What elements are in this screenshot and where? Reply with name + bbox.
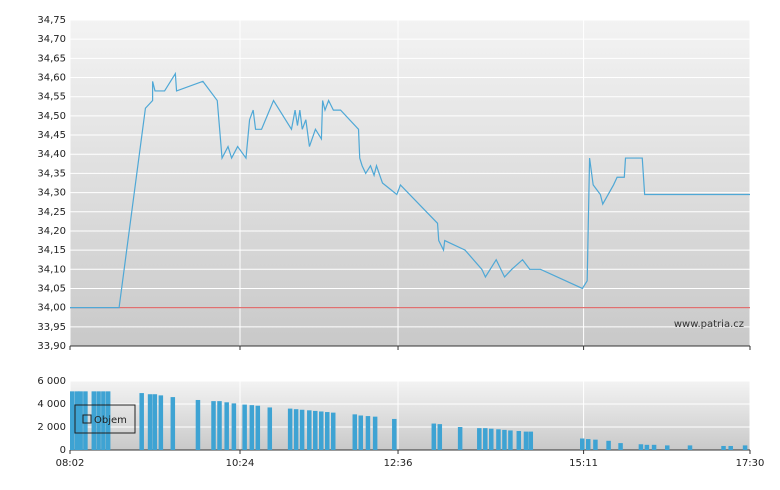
volume-bar — [307, 410, 312, 450]
watermark: www.patria.cz — [674, 319, 744, 330]
volume-bar — [293, 409, 299, 450]
volume-bar — [70, 391, 75, 450]
volume-bar — [313, 410, 318, 450]
volume-bar — [365, 416, 371, 450]
volume-bar — [319, 411, 324, 450]
volume-bar — [606, 440, 611, 450]
volume-bar — [255, 405, 261, 450]
volume-bar — [437, 424, 443, 450]
y-tick-label: 6 000 — [37, 376, 66, 387]
x-tick-label: 12:36 — [384, 458, 413, 469]
volume-bar — [431, 423, 437, 450]
volume-bar — [78, 391, 83, 450]
volume-bar — [152, 394, 158, 450]
volume-bar — [721, 445, 726, 450]
y-tick-label: 34,50 — [37, 111, 66, 122]
volume-bar — [502, 429, 507, 450]
volume-bar — [139, 393, 144, 450]
volume-bar — [687, 445, 693, 450]
y-tick-label: 34,15 — [37, 245, 66, 256]
y-tick-label: 34,55 — [37, 92, 66, 103]
volume-bar — [287, 408, 293, 450]
volume-bar — [516, 431, 522, 450]
x-tick-label: 15:11 — [569, 458, 598, 469]
price-plot-area — [70, 20, 750, 346]
y-tick-label: 34,75 — [37, 15, 66, 26]
volume-bar — [358, 415, 364, 450]
volume-bar — [483, 428, 488, 450]
volume-bar — [593, 439, 598, 450]
volume-bar — [523, 431, 529, 450]
y-tick-label: 34,40 — [37, 149, 66, 160]
volume-bar — [74, 391, 80, 450]
volume-bar — [224, 402, 229, 450]
legend-swatch — [82, 414, 92, 424]
volume-bar — [644, 444, 650, 450]
volume-bar — [267, 407, 273, 450]
x-tick-label: 17:30 — [736, 458, 765, 469]
y-tick-label: 0 — [60, 445, 66, 456]
volume-bar — [742, 445, 748, 450]
y-tick-label: 34,00 — [37, 303, 66, 314]
y-tick-label: 34,65 — [37, 53, 66, 64]
y-tick-label: 4 000 — [37, 399, 66, 410]
volume-bar — [211, 401, 216, 450]
y-tick-label: 34,10 — [37, 264, 66, 275]
volume-plot-area — [70, 381, 750, 450]
legend-box — [74, 404, 136, 434]
y-tick-label: 34,30 — [37, 188, 66, 199]
volume-bar — [372, 416, 378, 450]
volume-bar — [580, 438, 585, 450]
volume-bar — [101, 391, 106, 450]
volume-bar — [325, 412, 330, 450]
y-tick-label: 2 000 — [37, 422, 66, 433]
volume-bar — [170, 397, 176, 450]
y-tick-label: 34,35 — [37, 168, 66, 179]
volume-bar — [508, 430, 513, 450]
volume-bar — [489, 428, 494, 450]
volume-bar — [728, 445, 733, 450]
y-tick-label: 34,25 — [37, 207, 66, 218]
volume-bar — [330, 412, 336, 450]
x-tick-label: 10:24 — [226, 458, 255, 469]
volume-bar — [242, 404, 247, 450]
volume-bar — [105, 391, 111, 450]
volume-bar — [477, 428, 482, 450]
volume-bar — [618, 443, 623, 450]
volume-bar — [147, 394, 153, 450]
volume-bar — [585, 439, 591, 450]
volume-bar — [249, 405, 255, 450]
y-tick-label: 34,45 — [37, 130, 66, 141]
y-tick-label: 34,70 — [37, 34, 66, 45]
volume-bar — [496, 429, 501, 450]
volume-bar — [299, 409, 305, 450]
legend-label: Objem — [94, 415, 127, 426]
x-tick-label: 08:02 — [56, 458, 85, 469]
y-tick-label: 34,60 — [37, 73, 66, 84]
y-tick-label: 34,05 — [37, 283, 66, 294]
volume-bar — [158, 395, 164, 450]
volume-bar — [195, 399, 201, 450]
volume-bar — [352, 414, 358, 450]
volume-bar — [217, 401, 222, 450]
y-tick-label: 33,90 — [37, 341, 66, 352]
volume-bar — [528, 431, 534, 450]
volume-bar — [638, 444, 644, 450]
volume-bar — [231, 403, 237, 450]
volume-bar — [83, 391, 88, 450]
y-tick-label: 33,95 — [37, 322, 66, 333]
volume-bar — [457, 427, 463, 450]
volume-bar — [665, 445, 670, 450]
y-tick-label: 34,20 — [37, 226, 66, 237]
volume-bar — [91, 391, 97, 450]
price-line — [70, 71, 750, 309]
volume-bar — [392, 418, 397, 450]
volume-bar — [651, 444, 657, 450]
volume-bar — [96, 391, 101, 450]
